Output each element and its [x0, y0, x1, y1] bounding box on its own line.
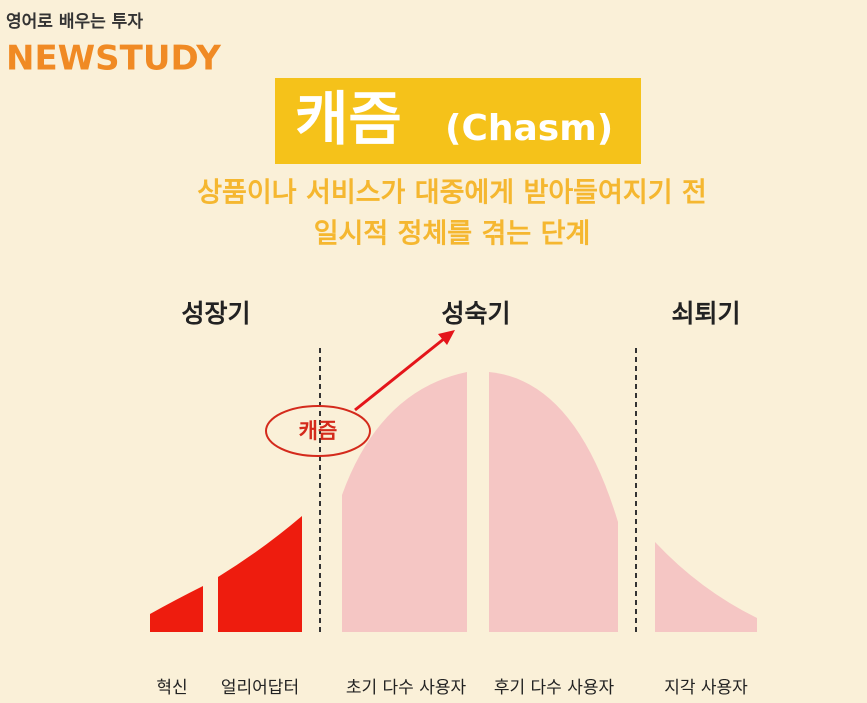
segment-label: 후기 다수 사용자 [494, 678, 615, 698]
segment-label: 초기 다수 사용자 [346, 678, 467, 698]
segment-label: 지각 사용자 [664, 678, 748, 698]
title-english: (Chasm) [445, 108, 613, 149]
segment-label: 혁신 [156, 678, 187, 698]
phase-label: 쇠퇴기 [671, 299, 740, 328]
title-box [275, 78, 641, 164]
segment-late-majority [489, 372, 618, 632]
segment-label: 얼리어답터 [221, 678, 299, 698]
segment-innovators [150, 586, 203, 632]
segment-early-majority [342, 372, 467, 632]
segment-early-adopters [218, 516, 302, 632]
series-title: 영어로 배우는 투자 [6, 12, 143, 32]
phase-label: 성숙기 [441, 299, 510, 328]
subtitle-line: 일시적 정체를 겪는 단계 [314, 219, 591, 250]
phase-label: 성장기 [181, 299, 250, 328]
subtitle-line: 상품이나 서비스가 대중에게 받아들여지기 전 [197, 178, 707, 209]
arrow-head [438, 330, 455, 345]
title-main: 캐즘 [295, 85, 402, 153]
callout-label: 캐즘 [299, 419, 338, 443]
callout-ellipse [265, 405, 371, 457]
arrow-line [354, 336, 446, 412]
brand: NEWSTUDY [6, 39, 221, 79]
segment-laggards [655, 542, 757, 632]
